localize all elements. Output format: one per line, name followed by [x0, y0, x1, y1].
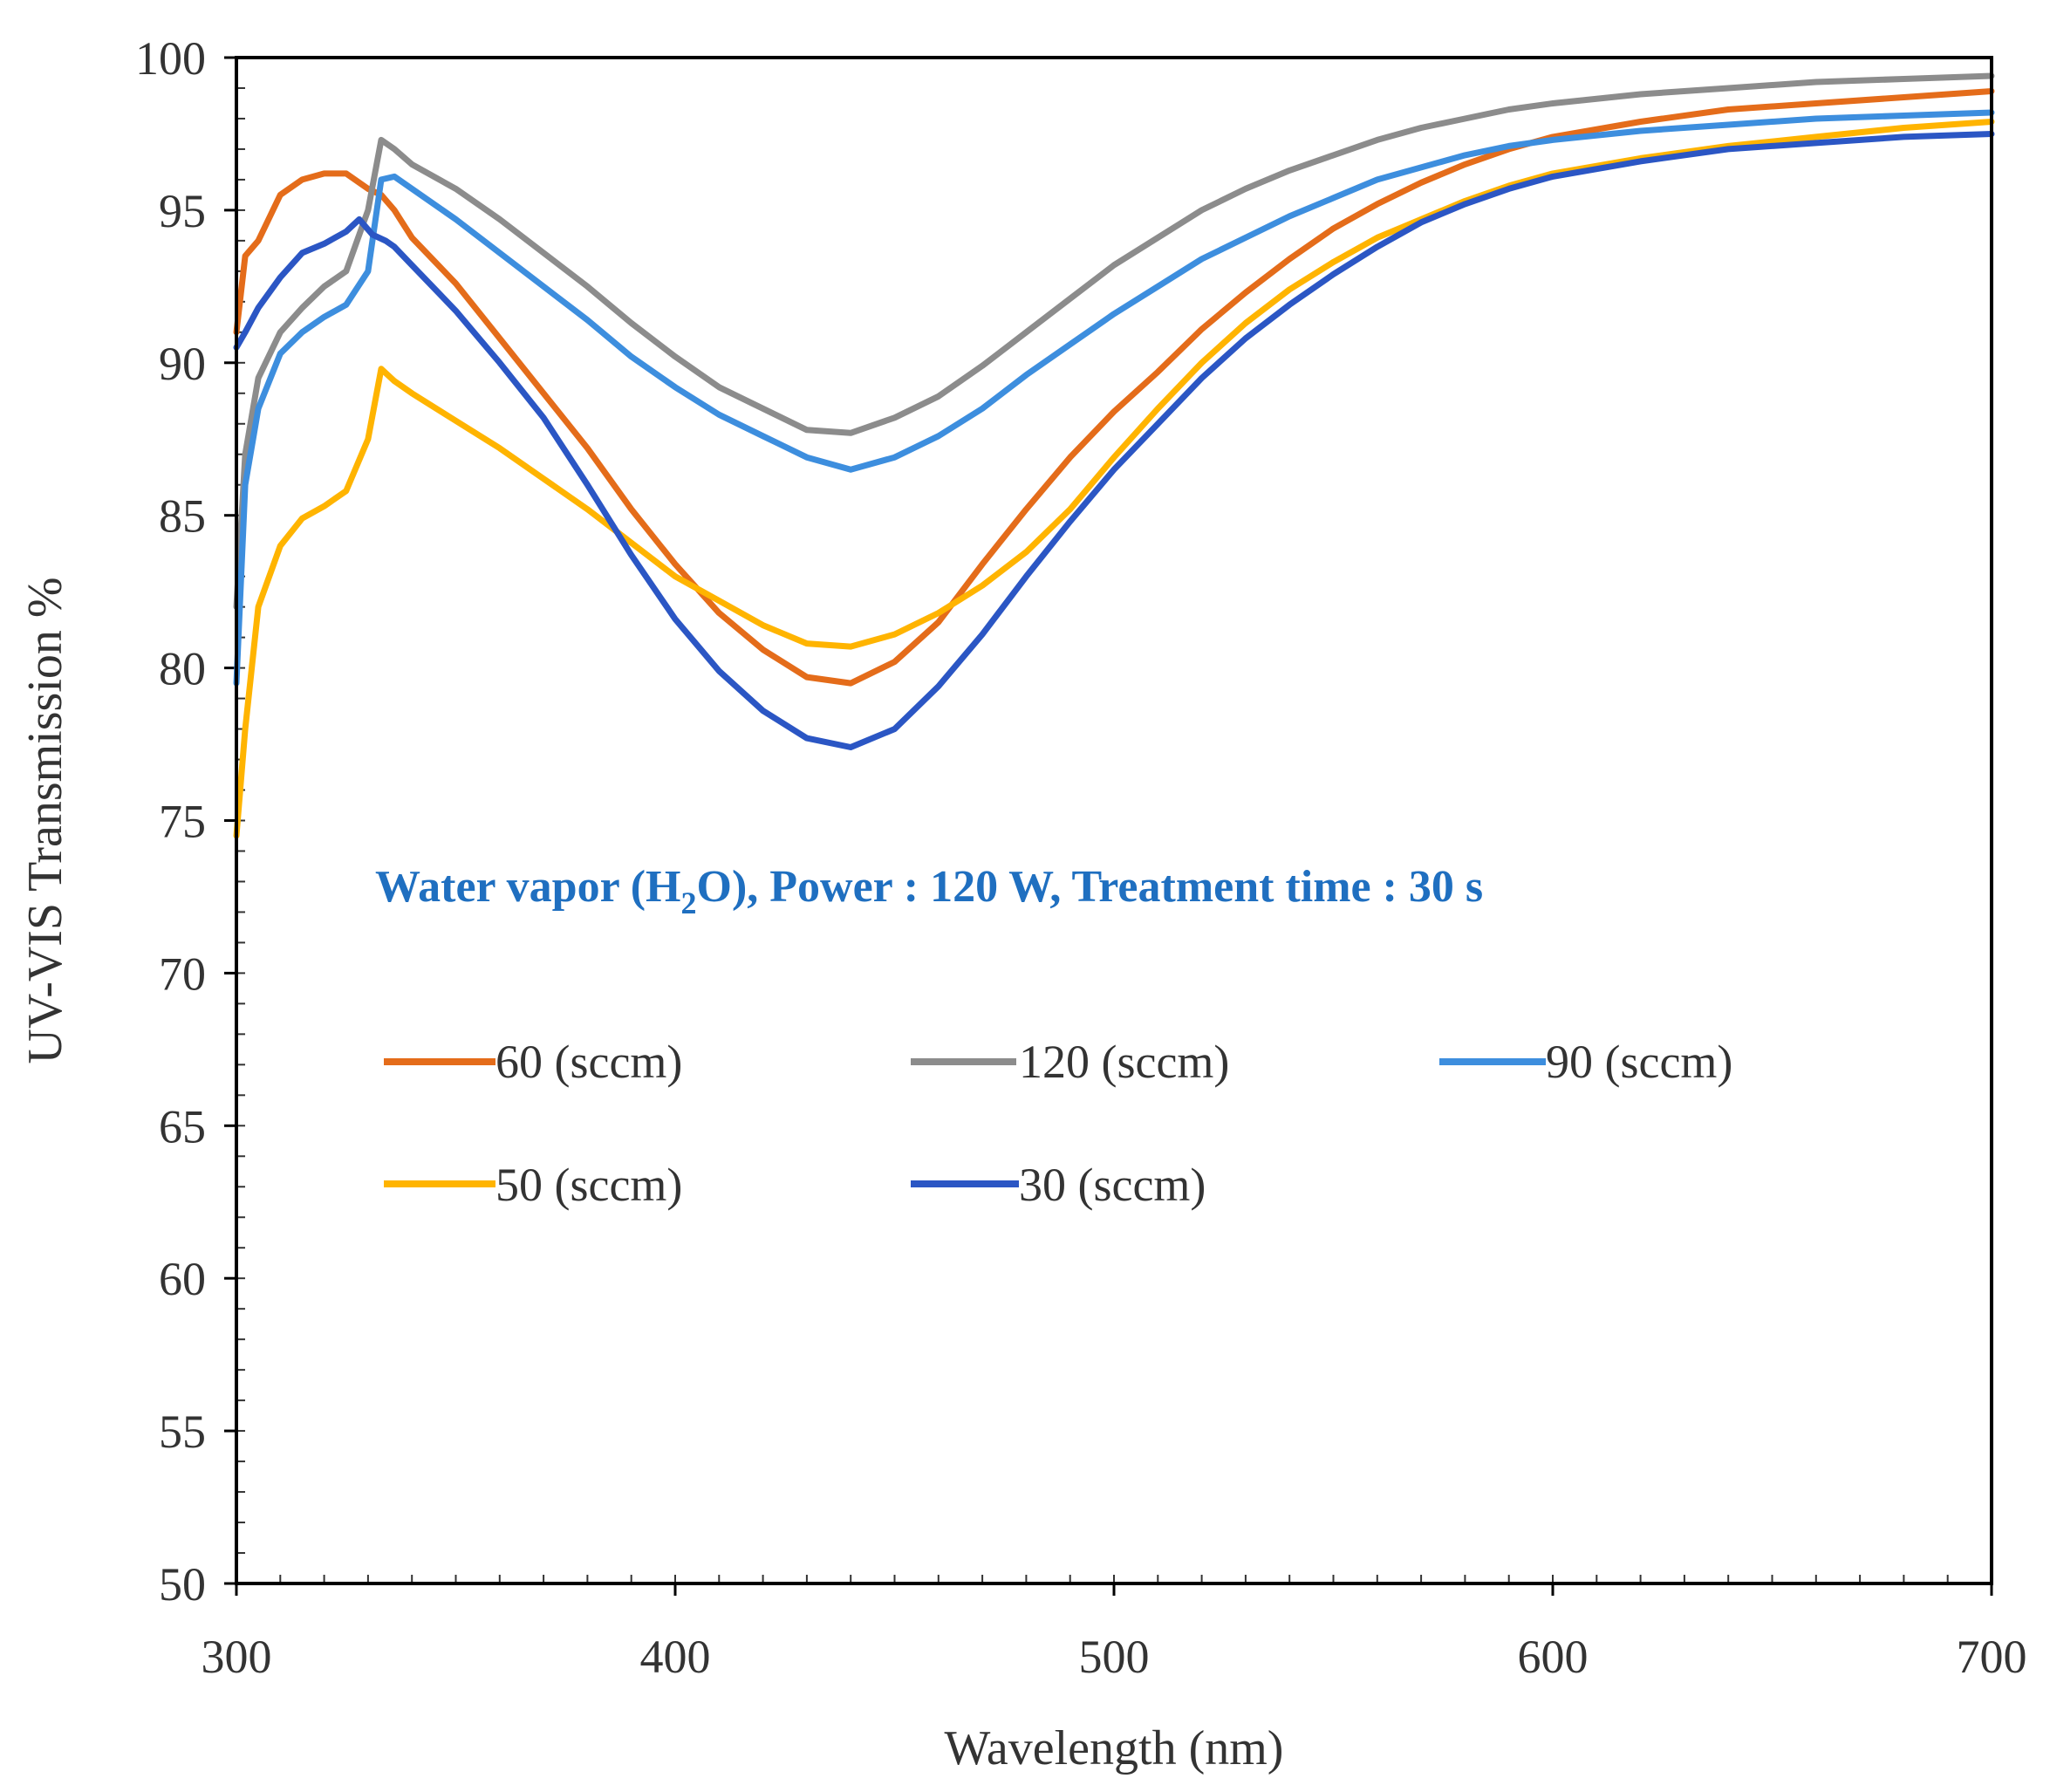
y-tick-label: 100	[135, 32, 206, 85]
legend-item-120: 120 (sccm)	[911, 1036, 1229, 1088]
y-tick-label: 85	[159, 490, 206, 543]
x-tick-labels: 300 400 500 600 700	[202, 1631, 2027, 1683]
x-tick-label: 400	[640, 1631, 711, 1683]
y-tick-label: 55	[159, 1406, 206, 1458]
y-axis-title: UV-VIS Transmission %	[18, 577, 72, 1064]
x-tick-label: 300	[202, 1631, 272, 1683]
y-tick-label: 90	[159, 338, 206, 390]
y-tick-label: 50	[159, 1558, 206, 1611]
y-tick-label: 60	[159, 1253, 206, 1305]
legend-label-120: 120 (sccm)	[1019, 1036, 1229, 1088]
annotation-text-before: Water vapor (H	[375, 862, 681, 912]
annotation-subscript: 2	[681, 886, 697, 920]
x-axis-title: Wavelength (nm)	[945, 1721, 1284, 1775]
series-line-2	[233, 109, 1995, 687]
y-tick-label: 65	[159, 1100, 206, 1152]
legend-label-60: 60 (sccm)	[495, 1036, 682, 1088]
legend-label-50: 50 (sccm)	[495, 1159, 682, 1211]
legend-item-30: 30 (sccm)	[911, 1159, 1206, 1211]
x-tick-label: 600	[1518, 1631, 1589, 1683]
x-tick-label: 500	[1079, 1631, 1150, 1683]
series-layer	[233, 72, 1995, 839]
x-tick-label: 700	[1957, 1631, 2027, 1683]
series-line-1	[233, 72, 1995, 611]
legend-item-60: 60 (sccm)	[384, 1036, 682, 1088]
series-line-0	[233, 88, 1995, 687]
legend-label-30: 30 (sccm)	[1019, 1159, 1206, 1211]
major-ticks	[224, 56, 1993, 1596]
annotation-text-after: O), Power : 120 W, Treatment time : 30 s	[697, 862, 1484, 912]
y-tick-labels: 50 55 60 65 70 75 80 85 90 95 100	[135, 32, 206, 1611]
plot-frame	[235, 56, 1993, 1585]
legend-item-50: 50 (sccm)	[384, 1159, 682, 1211]
chart-annotation: Water vapor (H2O), Power : 120 W, Treatm…	[375, 862, 1483, 920]
y-tick-label: 70	[159, 947, 206, 1000]
y-tick-label: 75	[159, 796, 206, 848]
legend-label-90: 90 (sccm)	[1546, 1036, 1732, 1088]
y-tick-label: 80	[159, 643, 206, 695]
legend-item-90: 90 (sccm)	[1439, 1036, 1732, 1088]
series-line-4	[233, 131, 1995, 750]
legend: 60 (sccm) 120 (sccm) 90 (sccm) 50 (sccm)…	[384, 1036, 1732, 1211]
y-tick-label: 95	[159, 185, 206, 237]
